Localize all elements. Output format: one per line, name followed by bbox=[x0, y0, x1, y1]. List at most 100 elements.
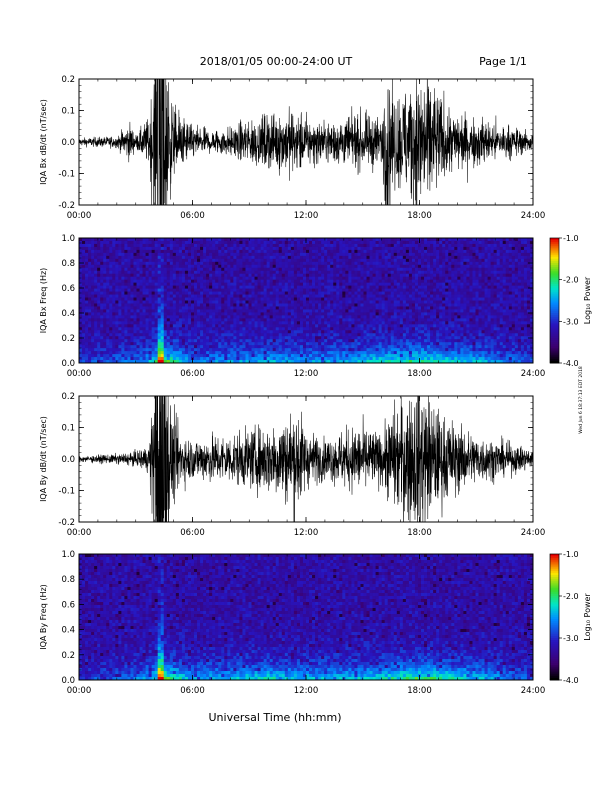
spectrogram-cell bbox=[330, 262, 333, 265]
spectrogram-cell bbox=[167, 268, 170, 271]
spectrogram-cell bbox=[306, 295, 309, 298]
spectrogram-cell bbox=[330, 292, 333, 295]
spectrogram-cell bbox=[264, 354, 267, 357]
spectrogram-cell bbox=[176, 280, 179, 283]
spectrogram-cell bbox=[339, 259, 342, 262]
spectrogram-cell bbox=[176, 268, 179, 271]
spectrogram-cell bbox=[315, 271, 318, 274]
spectrogram-cell bbox=[200, 315, 203, 318]
spectrogram-cell bbox=[339, 336, 342, 339]
spectrogram-cell bbox=[364, 351, 367, 354]
spectrogram-cell bbox=[270, 247, 273, 250]
spectrogram-cell bbox=[315, 342, 318, 345]
spectrogram-cell bbox=[336, 244, 339, 247]
spectrogram-cell bbox=[324, 327, 327, 330]
spectrogram-cell bbox=[379, 247, 382, 250]
spectrogram-cell bbox=[212, 295, 215, 298]
spectrogram-cell bbox=[306, 259, 309, 262]
spectrogram-cell bbox=[418, 247, 421, 250]
spectrogram-cell bbox=[321, 301, 324, 304]
spectrogram-cell bbox=[382, 259, 385, 262]
spectrogram-cell bbox=[360, 298, 363, 301]
spectrogram-cell bbox=[327, 306, 330, 309]
spectrogram-cell bbox=[282, 342, 285, 345]
spectrogram-cell bbox=[342, 301, 345, 304]
spectrogram-cell bbox=[121, 244, 124, 247]
spectrogram-cell bbox=[94, 265, 97, 268]
spectrogram-cell bbox=[164, 303, 167, 306]
spectrogram-cell bbox=[345, 327, 348, 330]
spectrogram-cell bbox=[373, 280, 376, 283]
spectrogram-cell bbox=[209, 298, 212, 301]
spectrogram-cell bbox=[94, 280, 97, 283]
spectrogram-cell bbox=[306, 345, 309, 348]
spectrogram-cell bbox=[82, 351, 85, 354]
spectrogram-cell bbox=[406, 333, 409, 336]
spectrogram-cell bbox=[421, 295, 424, 298]
spectrogram-cell bbox=[143, 327, 146, 330]
spectrogram-cell bbox=[348, 330, 351, 333]
spectrogram-cell bbox=[252, 351, 255, 354]
spectrogram-cell bbox=[342, 321, 345, 324]
spectrogram-cell bbox=[127, 289, 130, 292]
spectrogram-cell bbox=[336, 321, 339, 324]
spectrogram-cell bbox=[97, 354, 100, 357]
spectrogram-cell bbox=[239, 286, 242, 289]
spectrogram-cell bbox=[306, 333, 309, 336]
spectrogram-cell bbox=[215, 324, 218, 327]
spectrogram-cell bbox=[106, 250, 109, 253]
spectrogram-cell bbox=[248, 280, 251, 283]
spectrogram-cell bbox=[273, 256, 276, 259]
spectrogram-cell bbox=[91, 280, 94, 283]
spectrogram-cell bbox=[161, 309, 164, 312]
spectrogram-cell bbox=[118, 301, 121, 304]
spectrogram-cell bbox=[212, 259, 215, 262]
spectrogram-cell bbox=[121, 283, 124, 286]
spectrogram-cell bbox=[194, 348, 197, 351]
spectrogram-cell bbox=[412, 268, 415, 271]
spectrogram-cell bbox=[176, 324, 179, 327]
spectrogram-cell bbox=[333, 330, 336, 333]
spectrogram-cell bbox=[242, 330, 245, 333]
spectrogram-cell bbox=[336, 259, 339, 262]
spectrogram-cell bbox=[300, 357, 303, 360]
spectrogram-cell bbox=[424, 301, 427, 304]
spectrogram-cell bbox=[258, 295, 261, 298]
spectrogram-cell bbox=[342, 303, 345, 306]
spectrogram-cell bbox=[297, 247, 300, 250]
spectrogram-cell bbox=[82, 303, 85, 306]
spectrogram-cell bbox=[321, 309, 324, 312]
spectrogram-cell bbox=[421, 241, 424, 244]
spectrogram-cell bbox=[130, 277, 133, 280]
spectrogram-cell bbox=[297, 244, 300, 247]
spectrogram-cell bbox=[218, 265, 221, 268]
spectrogram-cell bbox=[318, 265, 321, 268]
spectrogram-cell bbox=[367, 277, 370, 280]
spectrogram-cell bbox=[370, 250, 373, 253]
spectrogram-cell bbox=[315, 327, 318, 330]
spectrogram-cell bbox=[330, 286, 333, 289]
spectrogram-cell bbox=[137, 339, 140, 342]
spectrogram-cell bbox=[146, 262, 149, 265]
spectrogram-cell bbox=[339, 303, 342, 306]
spectrogram-cell bbox=[348, 265, 351, 268]
spectrogram-cell bbox=[406, 312, 409, 315]
spectrogram-cell bbox=[309, 306, 312, 309]
spectrogram-cell bbox=[321, 295, 324, 298]
spectrogram-cell bbox=[221, 292, 224, 295]
spectrogram-cell bbox=[194, 277, 197, 280]
spectrogram-cell bbox=[188, 262, 191, 265]
spectrogram-cell bbox=[230, 312, 233, 315]
spectrogram-cell bbox=[252, 306, 255, 309]
spectrogram-cell bbox=[155, 327, 158, 330]
spectrogram-cell bbox=[282, 280, 285, 283]
spectrogram-cell bbox=[285, 298, 288, 301]
spectrogram-cell bbox=[127, 318, 130, 321]
spectrogram-cell bbox=[188, 298, 191, 301]
spectrogram-cell bbox=[218, 295, 221, 298]
spectrogram-cell bbox=[88, 315, 91, 318]
spectrogram-cell bbox=[158, 324, 161, 327]
spectrogram-cell bbox=[97, 342, 100, 345]
spectrogram-cell bbox=[188, 324, 191, 327]
spectrogram-cell bbox=[370, 262, 373, 265]
